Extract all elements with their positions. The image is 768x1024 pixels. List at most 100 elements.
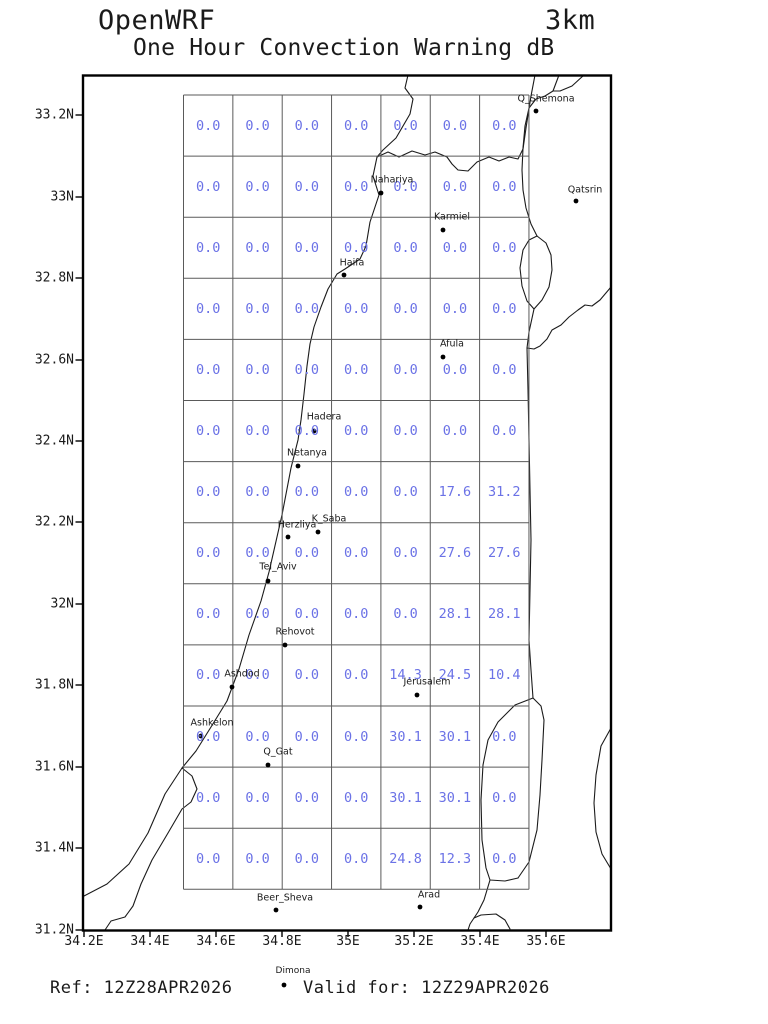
grid-value: 0.0 — [492, 789, 517, 806]
city-dot-rehovot — [282, 642, 288, 648]
x-axis-label: 34.2E — [64, 934, 104, 949]
grid-value: 0.0 — [245, 423, 270, 440]
grid-value: 0.0 — [344, 239, 369, 256]
grid-value: 0.0 — [294, 117, 320, 134]
upper-jordan-border — [521, 74, 560, 237]
grid-value: 0.0 — [393, 361, 418, 378]
grid-value: 27.6 — [488, 545, 521, 562]
grid-value: 0.0 — [245, 361, 270, 378]
grid-value: 0.0 — [344, 850, 369, 867]
grid-value: 0.0 — [294, 239, 320, 256]
city-label-k_saba: K_Saba — [311, 513, 347, 525]
grid-value: 17.6 — [438, 484, 472, 501]
grid-value: 24.8 — [389, 850, 422, 867]
grid-value: 0.0 — [294, 606, 320, 623]
city-dot-ashkelon — [198, 733, 204, 739]
grid-value: 0.0 — [344, 606, 369, 623]
grid-value: 28.1 — [488, 606, 521, 623]
yarmouk-border — [526, 286, 612, 350]
sea-of-galilee — [519, 235, 553, 310]
grid-value: 0.0 — [195, 239, 221, 256]
x-axis-label: 34.6E — [196, 934, 236, 949]
grid-value: 0.0 — [195, 545, 221, 562]
grid-value: 0.0 — [344, 117, 369, 134]
y-axis-label: 33.2N — [34, 107, 74, 123]
grid-value: 30.1 — [438, 728, 472, 745]
city-label-dimona: Dimona — [275, 966, 311, 976]
arava-border — [467, 879, 491, 931]
grid-value: 0.0 — [344, 484, 369, 501]
city-dot-haifa — [341, 272, 347, 278]
grid-value: 0.0 — [245, 117, 270, 134]
grid-value: 0.0 — [344, 545, 369, 562]
grid-value: 0.0 — [245, 484, 270, 501]
grid-value: 0.0 — [245, 239, 270, 256]
grid-value: 0.0 — [442, 117, 468, 134]
grid-value: 0.0 — [492, 178, 517, 195]
city-label-q_shemona: Q_Shemona — [517, 93, 575, 105]
dead-sea-east-shore — [517, 697, 545, 879]
grid-value: 0.0 — [442, 361, 468, 378]
grid-value: 0.0 — [294, 850, 320, 867]
x-axis-label: 34.4E — [130, 934, 170, 949]
y-axis-label: 32N — [50, 596, 74, 612]
city-dot-arad — [417, 904, 423, 910]
city-dot-dimona — [281, 982, 287, 988]
grid-value: 0.0 — [294, 178, 320, 195]
y-axis-label: 32.8N — [34, 270, 74, 286]
grid-value: 0.0 — [344, 667, 369, 684]
grid-value: 0.0 — [195, 484, 221, 501]
city-dot-nahariya — [378, 190, 384, 196]
y-axis-label: 32.2N — [34, 514, 74, 530]
reference-time-label: Ref: 12Z28APR2026 — [50, 978, 233, 998]
city-label-herzliya: Herzliya — [277, 519, 317, 531]
grid-value: 0.0 — [393, 484, 418, 501]
page-title: OpenWRF — [98, 5, 216, 36]
grid-value: 31.2 — [488, 484, 521, 501]
grid-value: 0.0 — [195, 606, 221, 623]
grid-value: 0.0 — [245, 178, 270, 195]
grid-value: 0.0 — [442, 423, 468, 440]
grid-value: 0.0 — [442, 300, 468, 317]
grid-value: 0.0 — [245, 545, 270, 562]
grid-value: 10.4 — [488, 667, 521, 684]
city-label-afula: Afula — [440, 338, 464, 350]
city-dot-q_shemona — [533, 108, 539, 114]
city-label-netanya: Netanya — [287, 447, 327, 459]
city-dot-hadera — [311, 428, 317, 434]
city-label-tel_aviv: Tel_Aviv — [259, 561, 297, 573]
grid-value: 0.0 — [492, 117, 517, 134]
grid-value: 0.0 — [245, 300, 270, 317]
south-basin-border — [473, 913, 511, 930]
grid-value: 0.0 — [344, 728, 369, 745]
dead-sea-west-shore — [480, 697, 534, 882]
grid-value: 0.0 — [195, 300, 221, 317]
grid-value: 0.0 — [344, 789, 369, 806]
page-subtitle: One Hour Convection Warning dB — [133, 35, 555, 61]
value-grid-lines — [183, 94, 530, 890]
city-label-nahariya: Nahariya — [370, 174, 414, 186]
city-dot-beer_sheva — [273, 907, 279, 913]
grid-value: 30.1 — [389, 789, 422, 806]
city-label-ashdod: Ashdod — [224, 668, 260, 680]
city-label-arad: Arad — [417, 889, 441, 901]
x-axis-label: 34.8E — [262, 934, 302, 949]
grid-value: 0.0 — [195, 361, 221, 378]
grid-value: 0.0 — [492, 850, 517, 867]
grid-value: 0.0 — [294, 300, 320, 317]
gaza-border — [104, 767, 198, 931]
grid-value: 0.0 — [393, 423, 418, 440]
grid-value: 0.0 — [245, 850, 270, 867]
grid-value: 28.1 — [438, 606, 472, 623]
x-axis-label: 35.6E — [526, 934, 566, 949]
y-axis-label: 31.8N — [34, 677, 74, 693]
y-axis-label: 33N — [50, 189, 74, 205]
grid-value: 0.0 — [393, 239, 418, 256]
grid-value: 0.0 — [195, 667, 221, 684]
grid-value: 0.0 — [344, 300, 369, 317]
x-axis-label: 35.2E — [394, 934, 434, 949]
city-label-haifa: Haifa — [339, 257, 365, 269]
grid-value: 24.5 — [438, 667, 472, 684]
grid-value: 0.0 — [294, 789, 320, 806]
